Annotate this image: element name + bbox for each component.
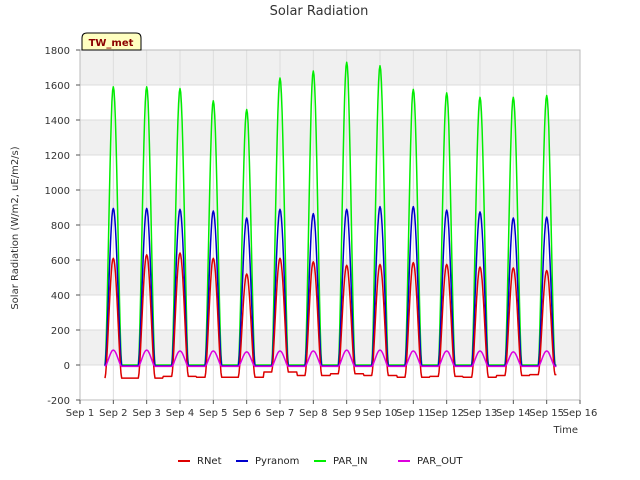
x-tick-label: Sep 8 [299,408,327,419]
station-badge-shape [81,32,142,51]
y-tick-label: 1400 [45,116,70,127]
x-tick-label: Sep 14 [496,408,531,419]
legend-label: PAR_IN [333,456,368,467]
x-tick-label: Sep 2 [99,408,127,419]
background-band [80,120,580,155]
y-tick-label: 0 [64,361,70,372]
y-axis-title: Solar Radiation (W/m2, uE/m2/s) [10,146,21,309]
series-line-par-out [104,349,557,368]
y-tick-label: 400 [51,291,70,302]
series-line-par-in [104,61,557,366]
station-label: TW_met [89,38,134,49]
y-tick-label: 1000 [45,186,70,197]
x-tick-label: Sep 5 [199,408,227,419]
x-axis-title: Time [553,425,578,436]
x-tick-label: Sep 9 [332,408,360,419]
series-line-rnet [104,252,557,379]
x-tick-label: Sep 3 [132,408,160,419]
legend: RNet Pyranom PAR_IN PAR_OUT [178,456,463,467]
background-band [80,260,580,295]
x-tick-label: Sep 1 [66,408,94,419]
station-badge: TW_met [81,32,142,51]
y-tick-label: 1800 [45,46,70,57]
y-tick-label: 1200 [45,151,70,162]
y-tick-label: -200 [47,396,70,407]
x-tick-label: Sep 12 [429,408,464,419]
legend-label: PAR_OUT [417,456,463,467]
y-tick-label: 600 [51,256,70,267]
background-band [80,190,580,225]
x-tick-label: Sep 6 [232,408,260,419]
x-axis: Sep 1 Sep 2 Sep 3 Sep 4 Sep 5 Sep 6 Sep 7 Sep 8… [66,400,598,419]
chart-title: Solar Radiation [270,4,369,19]
x-tick-label: Sep 4 [166,408,194,419]
background-band [80,50,580,85]
x-tick-label: Sep 10 [363,408,398,419]
x-tick-label: Sep 7 [266,408,294,419]
legend-label: Pyranom [255,456,299,467]
background-bands [80,50,580,365]
y-axis: -200 0 200 400 600 800 1000 1200 1400 1600 1800 [45,46,80,407]
background-band [80,330,580,365]
x-tick-label: Sep 13 [463,408,498,419]
y-tick-label: 1600 [45,81,70,92]
x-tick-label: Sep 11 [396,408,431,419]
x-tick-label: Sep 16 [563,408,598,419]
x-tick-label: Sep 15 [529,408,564,419]
y-tick-label: 800 [51,221,70,232]
y-tick-label: 200 [51,326,70,337]
series-layer [104,61,557,379]
legend-label: RNet [197,456,222,467]
